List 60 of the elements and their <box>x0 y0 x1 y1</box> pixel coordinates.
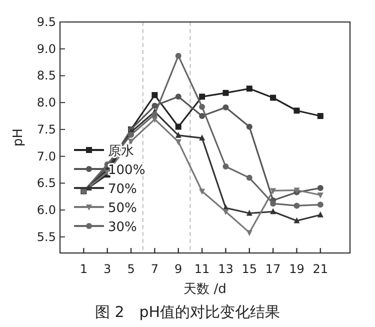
legend-label: 70% <box>108 182 137 197</box>
x-tick-label: 19 <box>289 262 304 276</box>
x-tick-label: 9 <box>174 262 182 276</box>
point <box>246 86 252 92</box>
y-tick-label: 8.5 <box>36 68 56 83</box>
x-tick-label: 3 <box>104 262 112 276</box>
y-tick-label: 5.5 <box>36 230 56 244</box>
x-tick-label: 5 <box>127 262 135 276</box>
point <box>270 208 276 214</box>
point <box>199 134 206 141</box>
y-tick-label: 7.5 <box>36 122 56 136</box>
point <box>270 188 276 194</box>
point <box>222 164 229 170</box>
x-tick-label: 15 <box>242 262 258 276</box>
point <box>175 132 182 138</box>
point <box>246 174 252 181</box>
point <box>317 185 324 191</box>
point <box>175 52 182 59</box>
point <box>270 94 276 101</box>
point <box>222 104 229 110</box>
point <box>175 139 182 146</box>
point <box>294 217 300 224</box>
y-tick-label: 8.0 <box>36 96 56 110</box>
point <box>199 188 206 195</box>
point <box>317 113 324 120</box>
point <box>294 108 300 114</box>
point <box>294 202 300 209</box>
point <box>317 211 324 218</box>
point <box>175 94 182 100</box>
point <box>128 132 134 138</box>
point <box>152 92 158 98</box>
text: 图 2 pH值的对比变化结果 <box>94 303 280 321</box>
point <box>246 124 252 130</box>
point <box>175 124 182 130</box>
x-tick-label: 11 <box>194 262 210 276</box>
point <box>152 111 158 118</box>
point <box>222 90 229 96</box>
point <box>199 94 206 100</box>
y-axis-title: pH <box>11 128 26 147</box>
point <box>199 104 206 110</box>
x-tick-label: 7 <box>150 262 159 276</box>
legend-label: 50% <box>108 201 137 216</box>
point <box>246 210 252 216</box>
point <box>199 113 206 120</box>
x-tick-label: 17 <box>265 262 281 276</box>
y-tick-label: 6.5 <box>36 176 56 190</box>
x-tick-label: 21 <box>312 262 328 276</box>
x-axis-title: 天数 /d <box>184 282 226 297</box>
point <box>317 202 324 208</box>
y-tick-label: 9.5 <box>36 15 56 29</box>
legend-label: 30% <box>108 220 137 235</box>
x-tick-label: 1 <box>80 262 88 276</box>
point <box>152 102 158 109</box>
point <box>246 230 252 236</box>
x-tick-label: 13 <box>218 262 234 276</box>
point <box>317 192 324 198</box>
point <box>270 200 276 207</box>
y-tick-label: 6.0 <box>36 203 56 218</box>
y-tick-label: 7.0 <box>36 149 56 164</box>
y-tick-label: 9.0 <box>36 42 56 56</box>
